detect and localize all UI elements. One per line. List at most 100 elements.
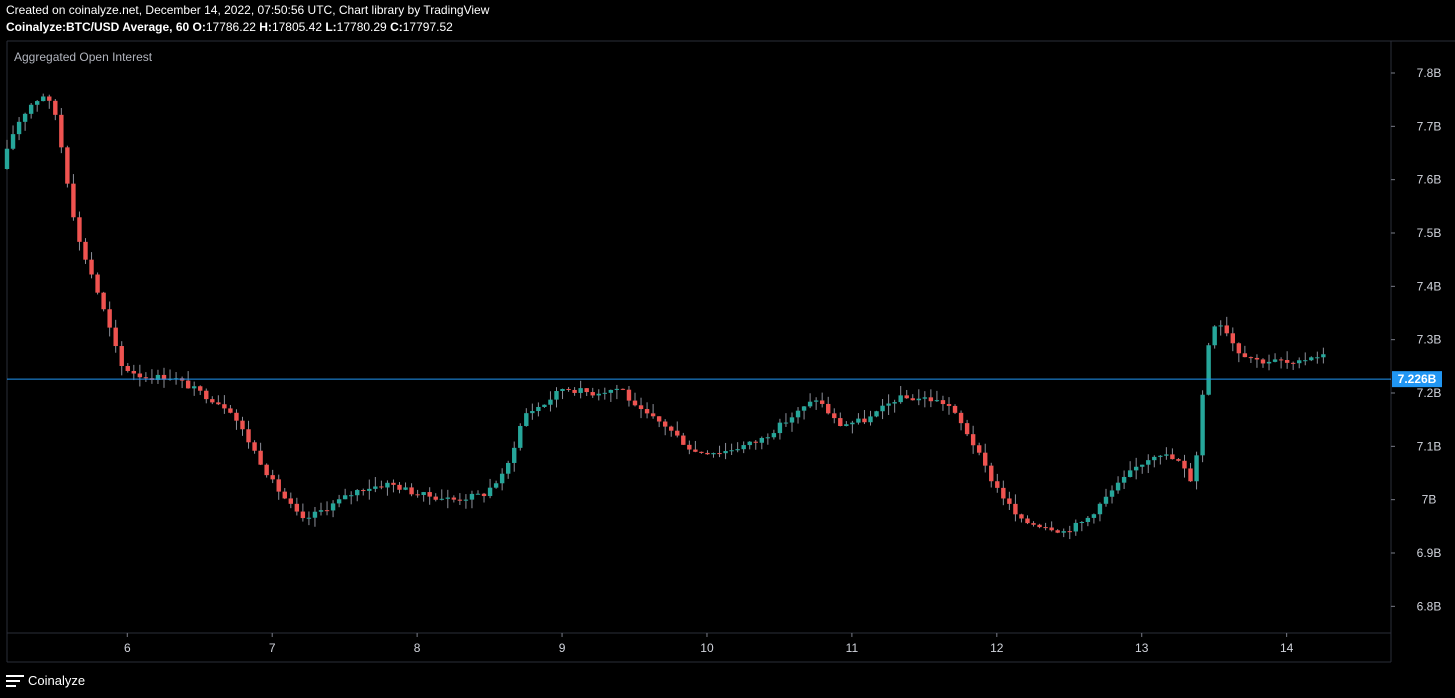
- candle-body: [1061, 531, 1066, 533]
- candle-body: [850, 422, 855, 425]
- candle: [850, 420, 855, 434]
- candle-body: [113, 327, 118, 347]
- candle: [638, 397, 644, 419]
- candle-body: [1085, 517, 1091, 523]
- candle-body: [753, 441, 758, 443]
- candle: [101, 291, 106, 312]
- candle-body: [463, 499, 469, 501]
- candle-body: [669, 426, 674, 431]
- candle: [234, 409, 239, 430]
- candle-body: [832, 413, 837, 419]
- candle: [433, 493, 438, 502]
- candle-body: [856, 418, 861, 423]
- candle-body: [4, 148, 10, 169]
- candle: [1309, 356, 1314, 362]
- candle: [904, 389, 909, 399]
- candle: [566, 387, 571, 392]
- candle: [348, 491, 354, 505]
- candle: [832, 408, 837, 424]
- candle: [819, 392, 825, 408]
- candle-body: [1278, 359, 1284, 361]
- candle-body: [819, 400, 825, 404]
- candle: [759, 436, 764, 450]
- candle-body: [1290, 362, 1296, 364]
- candle: [1224, 316, 1229, 337]
- candle-body: [191, 386, 197, 389]
- candle-body: [403, 487, 408, 490]
- y-tick-label: 6.9B: [1417, 546, 1442, 560]
- candle: [385, 480, 390, 496]
- candle: [916, 389, 921, 406]
- candle-body: [1031, 523, 1036, 525]
- candle: [59, 108, 64, 154]
- candle: [542, 404, 547, 408]
- candle-body: [385, 482, 390, 488]
- candle-body: [1200, 394, 1205, 456]
- candle-body: [246, 429, 251, 443]
- candle: [1079, 521, 1085, 532]
- candle-body: [807, 401, 813, 407]
- candle: [427, 487, 432, 505]
- candle-body: [542, 404, 547, 407]
- candle-body: [1073, 522, 1078, 532]
- brand-footer[interactable]: Coinalyze: [6, 673, 85, 688]
- candle-body: [512, 447, 517, 463]
- candle: [838, 412, 843, 427]
- candle-body: [216, 402, 221, 405]
- menu-icon[interactable]: [6, 674, 24, 688]
- candle-body: [210, 399, 215, 403]
- candle: [288, 492, 294, 509]
- candle: [826, 396, 831, 415]
- candle: [367, 479, 372, 500]
- candle: [71, 174, 76, 221]
- candle-body: [415, 494, 420, 496]
- candle-body: [578, 388, 583, 393]
- candle-body: [348, 495, 354, 497]
- candle-body: [1266, 361, 1272, 364]
- candle: [1115, 476, 1121, 494]
- candle-body: [1248, 357, 1254, 359]
- candle: [505, 460, 511, 479]
- created-info: Created on coinalyze.net, December 14, 2…: [6, 3, 490, 17]
- y-tick-label: 7.4B: [1417, 279, 1442, 293]
- y-tick-label: 7.3B: [1417, 333, 1442, 347]
- candle-body: [306, 517, 312, 519]
- candle-body: [1067, 531, 1072, 533]
- candle: [1170, 448, 1175, 460]
- candle: [487, 478, 493, 499]
- candle: [693, 440, 698, 453]
- candle-body: [83, 241, 88, 260]
- candle-body: [1236, 343, 1242, 354]
- candle-body: [952, 405, 958, 413]
- y-tick-label: 7.1B: [1417, 439, 1442, 453]
- candle-body: [632, 400, 638, 406]
- candle-body: [1109, 490, 1115, 497]
- candle-body: [1158, 455, 1163, 457]
- candle: [463, 494, 469, 509]
- candle: [1103, 488, 1109, 507]
- candle: [294, 497, 300, 516]
- candle-body: [1164, 454, 1169, 456]
- candle: [1109, 485, 1115, 504]
- candle: [868, 410, 873, 426]
- candle-body: [717, 453, 722, 455]
- candle: [669, 425, 674, 437]
- symbol-label[interactable]: Coinalyze:BTC/USD Average, 60: [6, 20, 190, 34]
- candle: [983, 443, 988, 473]
- candle: [735, 442, 740, 453]
- candle: [252, 440, 257, 454]
- candle-body: [681, 435, 686, 445]
- candle-body: [693, 449, 698, 452]
- candle: [1073, 519, 1078, 536]
- candle-body: [741, 445, 746, 450]
- candle-body: [330, 503, 336, 511]
- candle: [1043, 522, 1048, 531]
- candle: [475, 490, 481, 495]
- candle: [107, 301, 112, 337]
- candle: [1284, 351, 1290, 369]
- candle: [161, 367, 167, 388]
- candle: [439, 489, 444, 501]
- candle: [204, 388, 209, 404]
- candle-body: [596, 393, 601, 396]
